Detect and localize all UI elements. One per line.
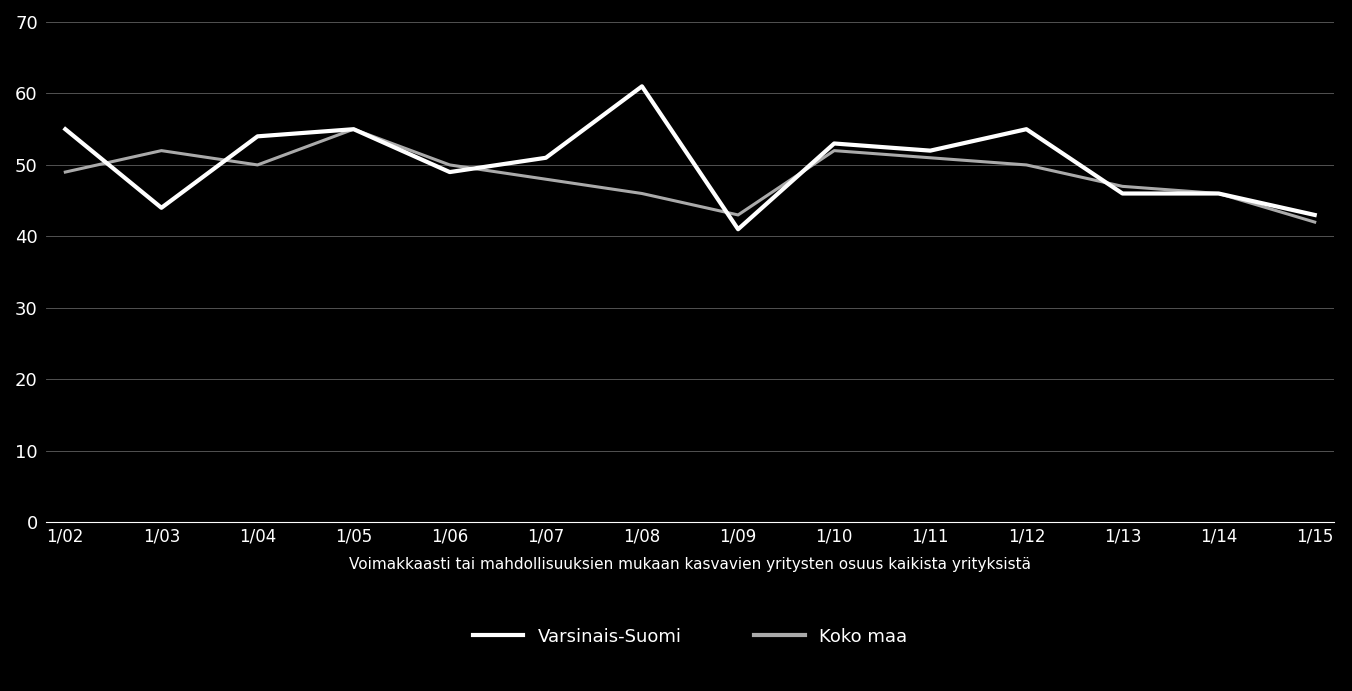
X-axis label: Voimakkaasti tai mahdollisuuksien mukaan kasvavien yritysten osuus kaikista yrit: Voimakkaasti tai mahdollisuuksien mukaan… xyxy=(349,557,1032,572)
Koko maa xyxy=(922,153,938,162)
Koko maa xyxy=(826,146,842,155)
Koko maa xyxy=(1114,182,1130,191)
Varsinais-Suomi xyxy=(730,225,746,234)
Koko maa xyxy=(634,189,650,198)
Varsinais-Suomi xyxy=(57,125,73,133)
Varsinais-Suomi xyxy=(538,153,554,162)
Varsinais-Suomi xyxy=(826,140,842,148)
Varsinais-Suomi xyxy=(634,82,650,91)
Koko maa xyxy=(57,168,73,176)
Koko maa xyxy=(442,161,458,169)
Koko maa xyxy=(1306,218,1322,226)
Koko maa xyxy=(346,125,362,133)
Varsinais-Suomi xyxy=(346,125,362,133)
Koko maa xyxy=(1018,161,1034,169)
Varsinais-Suomi xyxy=(922,146,938,155)
Koko maa xyxy=(249,161,265,169)
Legend: Varsinais-Suomi, Koko maa: Varsinais-Suomi, Koko maa xyxy=(465,621,914,653)
Koko maa xyxy=(730,211,746,219)
Koko maa xyxy=(153,146,169,155)
Varsinais-Suomi xyxy=(1114,189,1130,198)
Koko maa xyxy=(1210,189,1226,198)
Varsinais-Suomi xyxy=(1210,189,1226,198)
Varsinais-Suomi xyxy=(153,204,169,212)
Koko maa xyxy=(538,175,554,183)
Varsinais-Suomi xyxy=(442,168,458,176)
Varsinais-Suomi xyxy=(1018,125,1034,133)
Line: Koko maa: Koko maa xyxy=(65,129,1314,222)
Varsinais-Suomi xyxy=(249,132,265,140)
Varsinais-Suomi xyxy=(1306,211,1322,219)
Line: Varsinais-Suomi: Varsinais-Suomi xyxy=(65,86,1314,229)
